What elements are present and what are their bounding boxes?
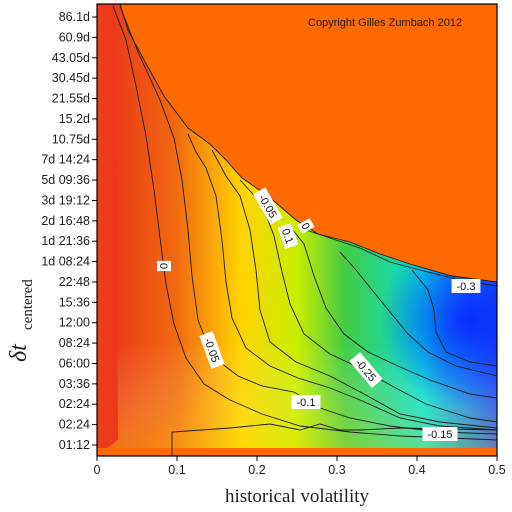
contour-line-minus03 <box>339 251 497 377</box>
x-axis: 0 0.1 0.2 0.3 0.4 0.5 <box>94 456 506 477</box>
plot-area <box>97 4 497 456</box>
y-tick-label: 2d 16:48 <box>41 214 90 228</box>
contour-label: 0 <box>157 260 171 272</box>
y-tick-label: 10.75d <box>52 132 90 146</box>
contour-label-text: 0 <box>298 221 311 232</box>
y-tick-label: 12:00 <box>59 316 90 330</box>
x-tick-label: 0.3 <box>328 463 345 477</box>
y-tick-label: 15:36 <box>59 295 90 309</box>
y-tick-label: 08:24 <box>59 336 90 350</box>
y-tick-label: 21.55d <box>52 92 90 106</box>
contour-label-background <box>277 222 299 250</box>
x-tick-label: 0.1 <box>168 463 185 477</box>
y-tick-label: 86.1d <box>59 10 90 24</box>
x-tick-label: 0.4 <box>408 463 425 477</box>
plot-frame <box>96 3 498 457</box>
y-tick-label: 03:36 <box>59 377 90 391</box>
contour-label-text: -0.15 <box>427 429 452 441</box>
contour-label-background <box>253 187 283 225</box>
no-data-region-top <box>114 4 497 282</box>
contour-label-text: -0.1 <box>297 397 316 409</box>
contour-label-background <box>451 279 481 293</box>
y-tick-label: 1d 21:36 <box>41 234 90 248</box>
contour-label: 0.1 <box>277 222 299 250</box>
y-tick-label: 01:12 <box>59 438 90 452</box>
contour-line-minus025 <box>287 223 497 399</box>
y-axis: 01:12 02:24 02:24 03:36 06:00 08:24 12:00 15:36… <box>41 10 97 452</box>
y-tick-label: 15.2d <box>59 112 90 126</box>
y-tick-label: 22:48 <box>59 275 90 289</box>
contour-label-background <box>297 218 315 234</box>
x-tick-label: 0.5 <box>488 463 505 477</box>
contour-labels: 0-0.05-0.1-0.15-0.25-0.3-0.050.10 <box>157 187 481 441</box>
contour-line-0-left <box>112 5 497 441</box>
no-data-region-bottom <box>97 448 497 456</box>
contour-label-background <box>199 331 225 369</box>
contour-label: -0.1 <box>291 395 321 409</box>
contour-label-background <box>291 395 321 409</box>
contour-label-text: 0 <box>157 263 169 269</box>
y-tick-label: 3d 19:12 <box>41 193 90 207</box>
contour-line-boundary-top <box>119 4 497 283</box>
x-tick-label: 0.2 <box>248 463 265 477</box>
contour-line-bottom-step <box>171 423 497 456</box>
y-tick-label: 30.45d <box>52 71 90 85</box>
contour-label: 0 <box>297 218 315 234</box>
contour-label-text: -0.3 <box>457 281 476 293</box>
y-axis-title: δt centered <box>6 279 36 362</box>
x-axis-title: historical volatility <box>225 486 370 507</box>
y-tick-label: 02:24 <box>59 418 90 432</box>
y-axis-title-symbol: δt <box>6 343 32 362</box>
contour-label-background <box>157 260 171 272</box>
y-tick-label: 02:24 <box>59 397 90 411</box>
y-tick-label: 5d 09:36 <box>41 173 90 187</box>
y-tick-label: 7d 14:24 <box>41 153 90 167</box>
contour-line-minus02 <box>239 179 497 423</box>
y-tick-label: 60.9d <box>59 30 90 44</box>
copyright-notice: Copyright Gilles Zumbach 2012 <box>308 17 462 29</box>
contour-label: -0.15 <box>422 427 458 441</box>
y-tick-label: 43.05d <box>52 51 90 65</box>
contour-label-background <box>422 427 458 441</box>
contour-line-minus035 <box>411 269 497 367</box>
y-tick-label: 06:00 <box>59 356 90 370</box>
contour-line-minus01 <box>187 133 497 431</box>
contour-line-minus015 <box>211 149 497 429</box>
contour-label-text: 0.1 <box>279 227 296 245</box>
y-tick-label: 1d 08:24 <box>41 255 90 269</box>
x-tick-label: 0 <box>94 463 101 477</box>
contour-label-background <box>349 352 383 388</box>
y-axis-title-subscript: centered <box>20 279 36 330</box>
no-data-region-left <box>97 4 118 456</box>
contour-label: -0.3 <box>451 279 481 293</box>
